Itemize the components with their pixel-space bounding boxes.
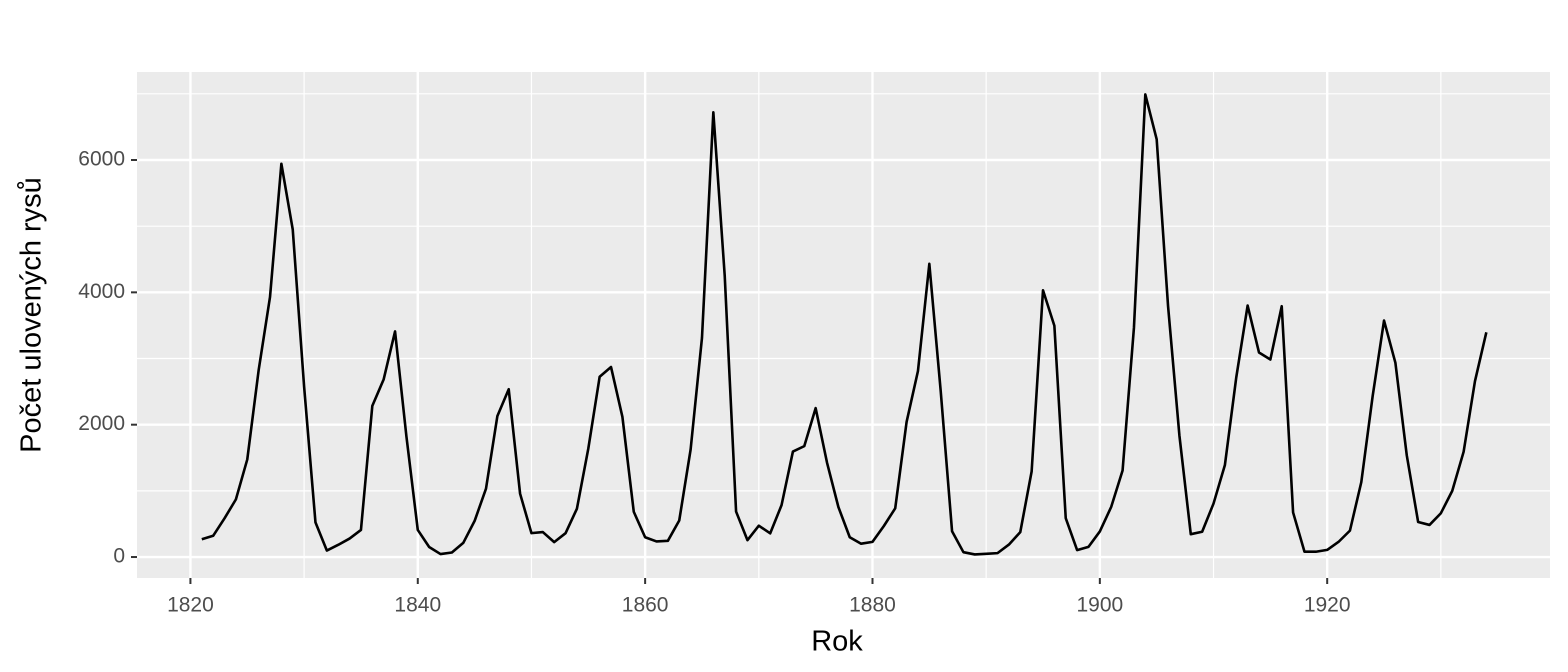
y-axis-title: Počet ulovených rysů [16,177,48,453]
x-axis-title: Rok [811,626,863,658]
panel [137,72,1550,578]
grid [137,72,1550,578]
x-tick-label: 1840 [394,594,441,617]
x-tick-label: 1900 [1076,594,1123,617]
y-tick-label: 0 [113,545,125,568]
x-tick-label: 1820 [167,594,214,617]
x-tick-label: 1880 [849,594,896,617]
y-tick-label: 6000 [78,148,125,171]
marks [201,93,1488,556]
x-tick-label: 1860 [622,594,669,617]
y-tick-label: 2000 [78,412,125,435]
line [201,93,1488,556]
x-tick-label: 1920 [1304,594,1351,617]
y-tick-label: 4000 [78,280,125,303]
